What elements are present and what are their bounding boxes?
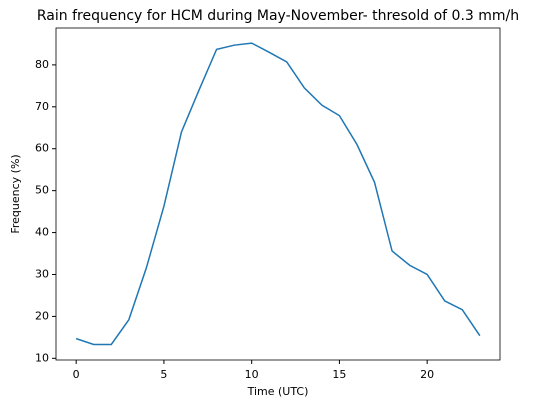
y-tick-label: 60 xyxy=(35,142,49,155)
x-tick-label: 0 xyxy=(73,368,80,381)
y-axis-label: Frequency (%) xyxy=(9,154,22,233)
line xyxy=(75,42,481,346)
y-tick-label: 10 xyxy=(35,351,49,364)
x-tick-label: 5 xyxy=(160,368,167,381)
y-tick-label: 20 xyxy=(35,309,49,322)
plot-frame xyxy=(55,27,501,361)
x-tick-label: 15 xyxy=(332,368,346,381)
y-tick-label: 30 xyxy=(35,267,49,280)
y-tick-label: 50 xyxy=(35,184,49,197)
x-tick-label: 20 xyxy=(420,368,434,381)
y-tick-label: 40 xyxy=(35,226,49,239)
y-tick-label: 80 xyxy=(35,58,49,71)
y-tick-label: 70 xyxy=(35,100,49,113)
x-tick-label: 10 xyxy=(245,368,259,381)
x-axis-label: Time (UTC) xyxy=(247,385,309,398)
chart-title: Rain frequency for HCM during May-Novemb… xyxy=(37,8,519,24)
